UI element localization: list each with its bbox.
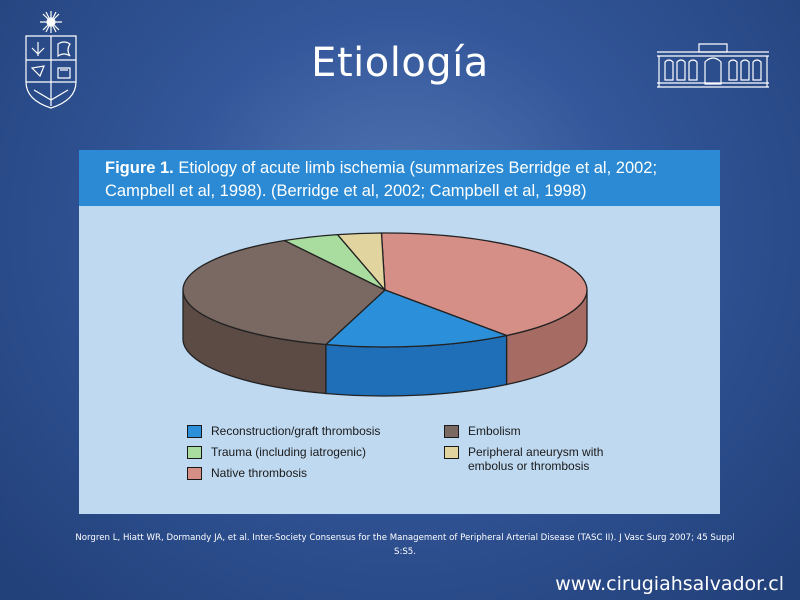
pie-slice — [182, 239, 386, 346]
legend-label: Reconstruction/graft thrombosis — [211, 424, 381, 438]
pie-chart — [182, 232, 588, 397]
figure-label: Figure 1. — [105, 159, 174, 177]
legend-item-trauma: Trauma (including iatrogenic) — [187, 445, 366, 459]
university-crest-logo — [25, 11, 77, 109]
legend-swatch — [187, 467, 202, 480]
legend-item-native-thrombosis: Native thrombosis — [187, 466, 307, 480]
legend-swatch — [187, 425, 202, 438]
legend-label: Embolism — [468, 424, 521, 438]
caption-line-1: Etiology of acute limb ischemia (summari… — [173, 159, 658, 177]
caption-line-2: Campbell et al, 1998). (Berridge et al, … — [105, 182, 587, 200]
legend-item-peripheral-aneurysm: Peripheral aneurysm with embolus or thro… — [444, 445, 603, 473]
legend-item-reconstruction: Reconstruction/graft thrombosis — [187, 424, 380, 438]
figure-caption: Figure 1. Etiology of acute limb ischemi… — [79, 150, 720, 206]
slide-title: Etiología — [311, 40, 489, 86]
pie-slice — [380, 232, 588, 337]
legend-label: Peripheral aneurysm with embolus or thro… — [468, 445, 604, 473]
pie-slice — [325, 289, 508, 348]
website-url: www.cirugiahsalvador.cl — [555, 573, 784, 595]
legend-swatch — [444, 425, 459, 438]
chart-legend: Reconstruction/graft thrombosis Trauma (… — [187, 424, 657, 494]
legend-item-embolism: Embolism — [444, 424, 521, 438]
legend-swatch — [187, 446, 202, 459]
legend-swatch — [444, 446, 459, 459]
citation-text: Norgren L, Hiatt WR, Dormandy JA, et al.… — [75, 533, 735, 557]
pie-slice — [336, 232, 386, 291]
building-logo — [657, 43, 769, 88]
legend-label: Native thrombosis — [211, 466, 308, 480]
legend-label: Trauma (including iatrogenic) — [211, 445, 366, 459]
